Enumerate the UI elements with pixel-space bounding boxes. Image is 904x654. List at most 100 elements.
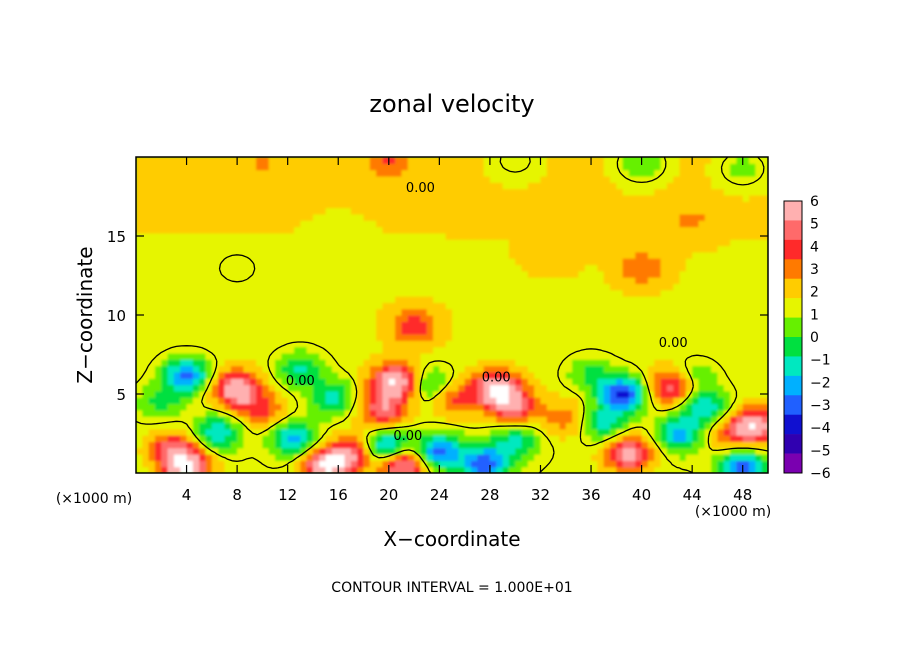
field-cell: [572, 283, 579, 291]
field-cell: [344, 302, 352, 310]
field-cell: [369, 340, 377, 348]
field-cell: [470, 422, 478, 430]
field-cell: [679, 416, 687, 424]
field-cell: [350, 264, 358, 272]
field-cell: [439, 270, 447, 278]
field-cell: [363, 403, 371, 411]
field-cell: [452, 258, 459, 266]
field-cell: [654, 333, 662, 341]
field-cell: [148, 378, 156, 386]
field-cell: [730, 365, 737, 373]
field-cell: [376, 264, 384, 272]
field-cell: [489, 378, 497, 386]
field-cell: [452, 333, 459, 341]
field-cell: [426, 428, 434, 436]
field-cell: [496, 327, 504, 335]
field-cell: [401, 157, 409, 164]
field-cell: [628, 390, 636, 398]
field-cell: [230, 283, 238, 291]
field-cell: [218, 422, 226, 430]
field-cell: [186, 371, 194, 379]
field-cell: [357, 416, 365, 424]
field-cell: [350, 397, 358, 405]
field-cell: [761, 403, 768, 411]
field-cell: [287, 359, 295, 367]
field-cell: [679, 422, 687, 430]
field-cell: [382, 428, 390, 436]
field-cell: [407, 245, 415, 253]
field-cell: [426, 169, 434, 177]
field-cell: [477, 289, 485, 297]
field-cell: [192, 359, 200, 367]
field-cell: [565, 365, 573, 373]
field-cell: [294, 220, 301, 228]
field-cell: [584, 327, 592, 335]
field-cell: [679, 371, 687, 379]
field-cell: [281, 397, 289, 405]
field-cell: [186, 447, 194, 455]
field-cell: [553, 422, 561, 430]
field-cell: [237, 409, 245, 417]
field-cell: [565, 188, 573, 196]
field-cell: [237, 169, 245, 177]
field-cell: [616, 422, 624, 430]
field-cell: [452, 384, 459, 392]
field-cell: [312, 201, 320, 209]
field-cell: [319, 188, 327, 196]
field-cell: [679, 289, 687, 297]
field-cell: [275, 346, 282, 354]
field-cell: [458, 397, 466, 405]
field-cell: [521, 220, 529, 228]
field-cell: [489, 365, 497, 373]
field-cell: [237, 182, 245, 190]
field-cell: [489, 371, 497, 379]
field-cell: [148, 422, 156, 430]
field-cell: [546, 416, 554, 424]
field-cell: [483, 454, 491, 461]
field-cell: [597, 270, 605, 278]
field-cell: [433, 441, 440, 449]
field-cell: [711, 270, 719, 278]
field-cell: [312, 416, 320, 424]
field-cell: [622, 157, 630, 164]
field-cell: [414, 346, 421, 354]
field-cell: [521, 378, 529, 386]
field-cell: [186, 157, 194, 164]
field-cell: [452, 213, 459, 221]
field-cell: [306, 182, 314, 190]
field-cell: [534, 302, 542, 310]
field-cell: [325, 365, 333, 373]
field-cell: [603, 340, 611, 348]
field-cell: [300, 251, 308, 259]
field-cell: [161, 277, 169, 284]
field-cell: [294, 289, 301, 297]
field-cell: [603, 251, 611, 259]
field-cell: [527, 194, 535, 202]
field-cell: [761, 296, 768, 303]
field-cell: [477, 239, 485, 247]
field-cell: [553, 315, 561, 322]
field-cell: [376, 428, 384, 436]
field-cell: [319, 321, 327, 329]
field-cell: [698, 422, 706, 430]
field-cell: [660, 333, 668, 341]
field-cell: [445, 403, 453, 411]
field-cell: [142, 175, 150, 183]
field-cell: [224, 239, 232, 247]
field-cell: [338, 277, 346, 284]
field-cell: [300, 264, 308, 272]
field-cell: [161, 397, 169, 405]
field-cell: [711, 163, 719, 171]
field-cell: [268, 302, 276, 310]
field-cell: [199, 365, 207, 373]
field-cell: [382, 378, 390, 386]
field-cell: [711, 258, 719, 266]
field-cell: [578, 384, 586, 392]
field-cell: [439, 169, 447, 177]
field-cell: [243, 194, 251, 202]
field-cell: [300, 365, 308, 373]
field-cell: [685, 296, 693, 303]
field-cell: [711, 371, 719, 379]
field-cell: [660, 315, 668, 322]
field-cell: [199, 371, 207, 379]
